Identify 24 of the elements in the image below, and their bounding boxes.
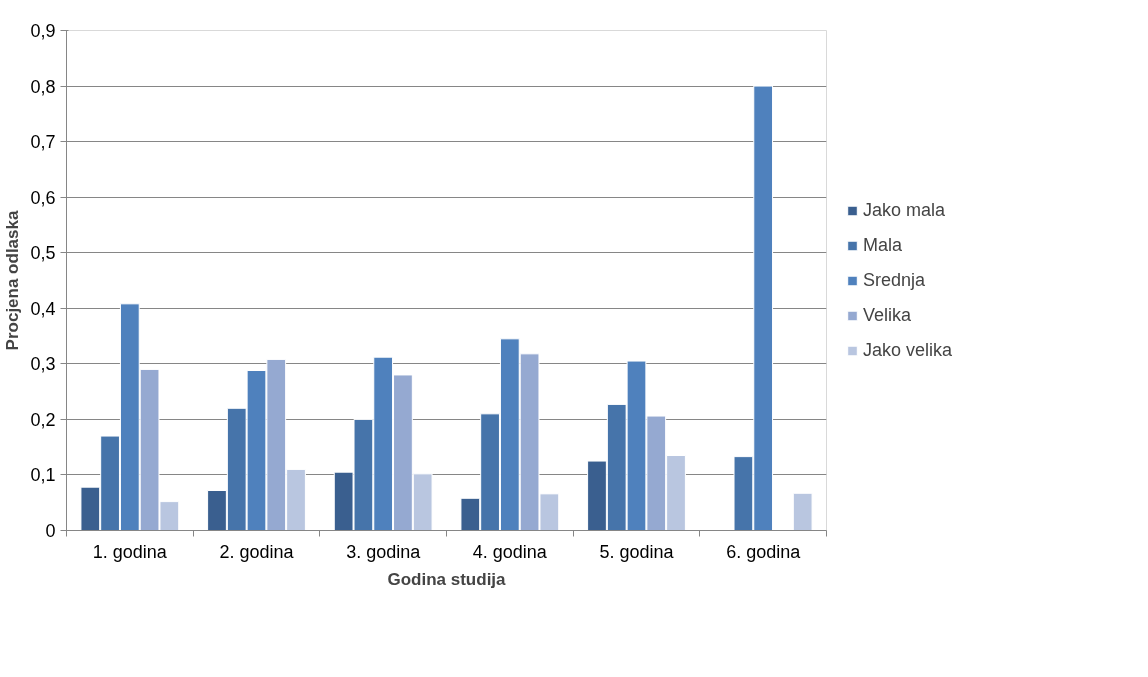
y-tick-label: 0,6 [30,187,56,208]
legend-label: Srednja [863,269,926,291]
y-tick-label: 0,1 [30,465,56,486]
x-axis-title: Godina studija [387,569,507,589]
legend-label: Jako mala [863,199,946,221]
x-tick-label: 4. godina [472,541,548,562]
y-tick-label: 0,7 [30,132,56,153]
x-tick-label: 3. godina [346,541,422,562]
y-tick-label: 0 [45,521,56,541]
bar [792,492,813,531]
x-tick-label: 2. godina [219,541,295,562]
y-axis-title: Procjena odlaska [3,210,23,351]
y-tick-label: 0,4 [30,298,56,319]
y-tick-label: 0,9 [30,21,56,41]
y-tick-label: 0,8 [30,76,56,97]
x-tick-label: 6. godina [726,541,802,562]
y-tick-label: 0,3 [30,354,56,375]
y-tick-label: 0,2 [30,409,56,430]
x-tick-label: 1. godina [92,541,168,562]
legend-label: Mala [863,234,903,256]
x-tick-label: 5. godina [599,541,675,562]
y-tick-label: 0,5 [30,243,56,264]
legend-label: Velika [863,304,912,326]
legend-label: Jako velika [863,339,953,361]
